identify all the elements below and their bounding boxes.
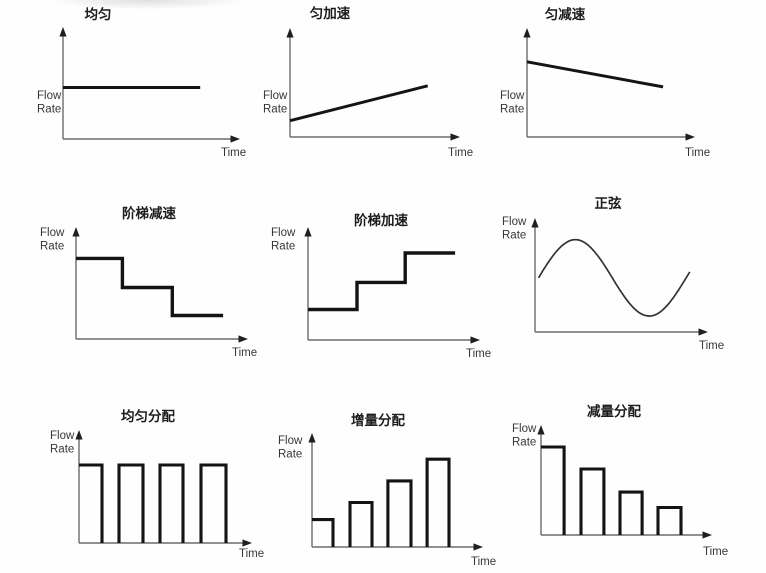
chart-title: 阶梯加速: [354, 212, 408, 228]
x-axis-arrow-icon: [702, 531, 712, 539]
chart-step-acceleration: 阶梯加速 Flow Rate Time: [271, 212, 491, 360]
series-line: [526, 60, 664, 89]
x-axis-label: Time: [699, 340, 724, 352]
y-axis-label: Flow: [502, 216, 527, 228]
chart-uniform: 均匀 Flow Rate Time: [37, 6, 246, 159]
y-axis-label: Rate: [502, 230, 526, 242]
series-line: [289, 84, 429, 123]
y-axis-label: Flow: [278, 435, 303, 447]
bar: [579, 467, 606, 535]
x-axis-arrow-icon: [698, 328, 708, 336]
y-axis-arrow-icon: [523, 28, 531, 38]
y-axis-label: Flow: [50, 430, 75, 442]
y-axis-label: Flow: [271, 227, 296, 239]
chart-title: 均匀: [85, 6, 112, 22]
bar: [425, 457, 451, 547]
x-axis-arrow-icon: [450, 133, 460, 141]
chart-step-deceleration: 阶梯减速 Flow Rate Time: [40, 205, 257, 359]
bar: [656, 505, 683, 535]
x-axis-label: Time: [232, 347, 257, 359]
bar: [117, 463, 145, 543]
chart-uniform-acceleration: 匀加速 Flow Rate Time: [263, 5, 473, 159]
x-axis-label: Time: [471, 556, 496, 568]
bar: [386, 479, 413, 547]
y-axis-label: Rate: [37, 104, 61, 116]
chart-title: 均匀分配: [121, 408, 175, 424]
y-axis-arrow-icon: [531, 218, 539, 228]
chart-uniform-distribution: 均匀分配 Flow Rate Time: [50, 408, 264, 560]
y-axis-arrow-icon: [537, 425, 545, 435]
chart-incremental-distribution: 增量分配 Flow Rate Time: [278, 412, 496, 568]
bar: [618, 490, 644, 535]
y-axis-label: Flow: [40, 227, 65, 239]
x-axis-label: Time: [703, 546, 728, 558]
y-axis-label: Flow: [512, 423, 537, 435]
y-axis-arrow-icon: [72, 227, 80, 237]
y-axis-label: Rate: [271, 241, 295, 253]
x-axis-label: Time: [685, 147, 710, 159]
chart-title: 减量分配: [587, 403, 641, 419]
y-axis-label: Rate: [512, 437, 536, 449]
x-axis-arrow-icon: [473, 543, 483, 551]
x-axis-arrow-icon: [242, 539, 252, 547]
bar: [158, 463, 185, 543]
y-axis-label: Rate: [50, 444, 74, 456]
y-axis-label: Flow: [37, 90, 62, 102]
y-axis-arrow-icon: [75, 430, 83, 440]
y-axis-arrow-icon: [308, 433, 316, 443]
y-axis-label: Flow: [263, 90, 288, 102]
x-axis-label: Time: [466, 348, 491, 360]
y-axis-arrow-icon: [304, 227, 312, 237]
x-axis-label: Time: [448, 147, 473, 159]
y-axis-label: Rate: [278, 449, 302, 461]
x-axis-label: Time: [221, 147, 246, 159]
chart-title: 阶梯减速: [122, 205, 176, 221]
x-axis-arrow-icon: [238, 335, 248, 343]
x-axis-label: Time: [239, 548, 264, 560]
x-axis-arrow-icon: [230, 135, 240, 143]
bar: [348, 500, 374, 547]
bar: [79, 463, 104, 543]
series-sine: [537, 238, 691, 317]
chart-title: 正弦: [595, 195, 623, 211]
chart-title: 增量分配: [351, 412, 405, 428]
bar: [199, 463, 228, 543]
chart-decremental-distribution: 减量分配 Flow Rate Time: [512, 403, 728, 558]
x-axis-arrow-icon: [470, 336, 480, 344]
y-axis-label: Rate: [40, 241, 64, 253]
y-axis-label: Flow: [500, 90, 525, 102]
chart-uniform-deceleration: 匀减速 Flow Rate Time: [500, 6, 710, 159]
y-axis-label: Rate: [500, 104, 524, 116]
bar: [312, 518, 335, 547]
chart-sine: 正弦 Flow Rate Time: [502, 195, 724, 352]
chart-title: 匀加速: [310, 5, 351, 21]
chart-title: 匀减速: [545, 6, 586, 22]
x-axis-arrow-icon: [685, 133, 695, 141]
y-axis-arrow-icon: [59, 27, 67, 37]
y-axis-label: Rate: [263, 104, 287, 116]
bar: [541, 445, 566, 535]
series-step: [308, 251, 456, 312]
series-step: [76, 256, 224, 318]
y-axis-arrow-icon: [286, 28, 294, 38]
